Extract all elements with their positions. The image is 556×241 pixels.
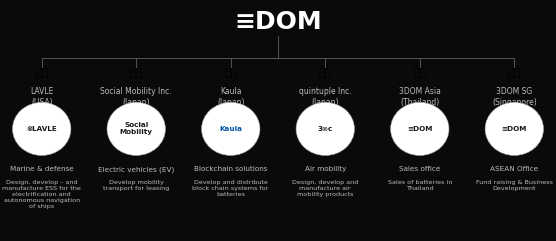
Text: ≡DOM: ≡DOM xyxy=(234,10,322,34)
Text: Develop and distribute
block chain systems for
batteries: Develop and distribute block chain syste… xyxy=(192,180,269,197)
Text: quintuple Inc.
(Japan): quintuple Inc. (Japan) xyxy=(299,87,351,107)
Text: Sales of batteries in
Thailand: Sales of batteries in Thailand xyxy=(388,180,452,191)
Text: Social Mobility Inc.
(Japan): Social Mobility Inc. (Japan) xyxy=(101,87,172,107)
Text: Design, develop – and
manufacture ESS for the
electrification and
autonomous nav: Design, develop – and manufacture ESS fo… xyxy=(2,180,81,208)
Text: Air mobility: Air mobility xyxy=(305,166,346,172)
Ellipse shape xyxy=(12,102,71,155)
Text: Kaula
(Japan): Kaula (Japan) xyxy=(217,87,245,107)
Text: Design, develop and
manufacture air
mobility products: Design, develop and manufacture air mobi… xyxy=(292,180,359,197)
Ellipse shape xyxy=(391,102,449,155)
Text: 3DOM SG
(Singapore): 3DOM SG (Singapore) xyxy=(492,87,537,107)
Text: Sales office: Sales office xyxy=(399,166,440,172)
Text: ASEAN Office: ASEAN Office xyxy=(490,166,538,172)
Text: 🇹🇭: 🇹🇭 xyxy=(413,68,426,79)
Text: 🇺🇸: 🇺🇸 xyxy=(35,68,48,79)
Text: 🇯🇵: 🇯🇵 xyxy=(130,68,143,79)
Text: 🇯🇵: 🇯🇵 xyxy=(319,68,332,79)
Text: Marine & defense: Marine & defense xyxy=(10,166,73,172)
Text: Electric vehicles (EV): Electric vehicles (EV) xyxy=(98,166,175,173)
Text: ≡DOM: ≡DOM xyxy=(407,126,433,132)
Text: ⊗LAVLE: ⊗LAVLE xyxy=(26,126,57,132)
Text: Blockchain solutions: Blockchain solutions xyxy=(194,166,267,172)
Text: Develop mobility
transport for leasing: Develop mobility transport for leasing xyxy=(103,180,170,191)
Text: Social
Mobility: Social Mobility xyxy=(120,122,153,135)
Text: Kaula: Kaula xyxy=(219,126,242,132)
Text: 3DOM Asia
(Thailand): 3DOM Asia (Thailand) xyxy=(399,87,441,107)
Text: LAVLE
(USA): LAVLE (USA) xyxy=(30,87,53,107)
Ellipse shape xyxy=(296,102,355,155)
Text: 3∞c: 3∞c xyxy=(317,126,333,132)
Text: ≡DOM: ≡DOM xyxy=(502,126,527,132)
Text: 🇸🇬: 🇸🇬 xyxy=(508,68,521,79)
Ellipse shape xyxy=(107,102,166,155)
Text: Fund raising & Business
Development: Fund raising & Business Development xyxy=(476,180,553,191)
Ellipse shape xyxy=(485,102,544,155)
Ellipse shape xyxy=(202,102,260,155)
Text: 🇯🇵: 🇯🇵 xyxy=(224,68,237,79)
